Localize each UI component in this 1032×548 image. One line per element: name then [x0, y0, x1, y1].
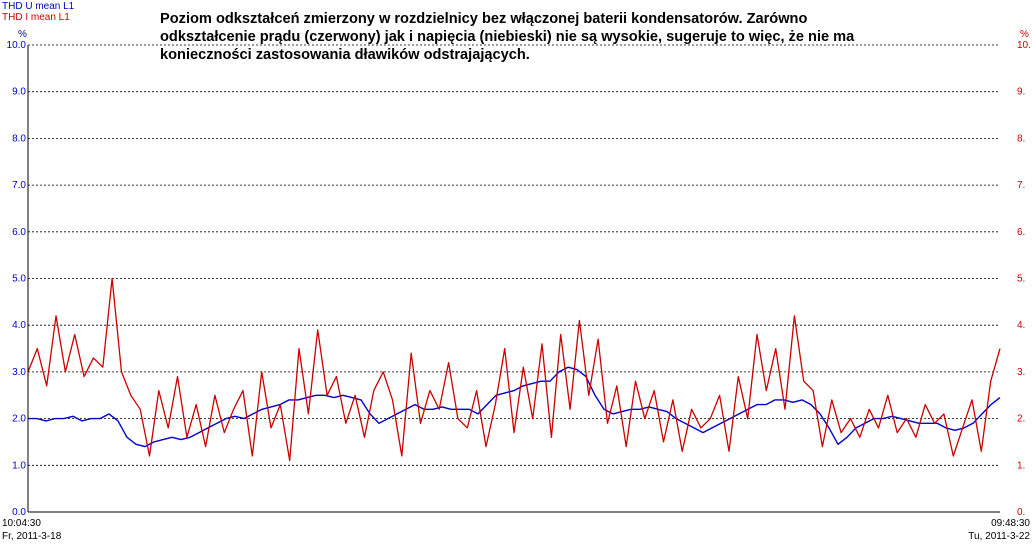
y-tick-label-right: 4. [1017, 320, 1025, 331]
y-tick-label-left: 7.0 [12, 180, 26, 191]
y-tick-label-right: 9. [1017, 87, 1025, 98]
series-line-thd-u [28, 366, 1001, 448]
legend-entry-thd-i: THD I mean L1 [2, 12, 70, 23]
y-tick-label-left: 10.0 [7, 40, 27, 51]
y-tick-label-left: 5.0 [12, 274, 26, 285]
x-start-time: 10:04:30 [2, 518, 41, 529]
series-layer [27, 277, 1001, 462]
y-tick-label-right: 6. [1017, 227, 1025, 238]
y-tick-label-left: 2.0 [12, 414, 26, 425]
y-tick-label-left: 4.0 [12, 320, 26, 331]
y-tick-label-right: 2. [1017, 414, 1025, 425]
grid-lines [28, 91, 1000, 466]
y-tick-label-left: 3.0 [12, 367, 26, 378]
series-line-thd-i [27, 277, 1001, 462]
y-tick-label-right: 3. [1017, 367, 1025, 378]
y-tick-label-right: 1. [1017, 460, 1025, 471]
y-axis-ticks: 0.0 0. 1.0 1. 2.0 2. 3.0 3. 4.0 4. 5.0 5. 6.0 6. 7.0 7.… [7, 29, 1031, 518]
x-end-date: Tu, 2011-3-22 [968, 531, 1030, 542]
chart-title: Poziom odkształceń zmierzony w rozdzieln… [160, 11, 855, 63]
legend-entry-thd-u: THD U mean L1 [2, 1, 75, 12]
y-tick-label-left: 9.0 [12, 87, 26, 98]
plot-frame [27, 44, 1000, 513]
y-axis-unit-left: % [18, 29, 27, 40]
y-tick-label-left: 0.0 [12, 507, 26, 518]
y-tick-label-right: 5. [1017, 274, 1025, 285]
y-tick-label-left: 1.0 [12, 460, 26, 471]
y-tick-label-left: 6.0 [12, 227, 26, 238]
y-tick-label-right: 10. [1017, 40, 1031, 51]
y-tick-label-right: 7. [1017, 180, 1025, 191]
x-start-date: Fr, 2011-3-18 [2, 531, 62, 542]
x-end-time: 09:48:30 [991, 518, 1030, 529]
y-tick-label-right: 0. [1017, 507, 1025, 518]
y-tick-label-left: 8.0 [12, 133, 26, 144]
y-axis-unit-right: % [1020, 29, 1029, 40]
y-tick-label-right: 8. [1017, 133, 1025, 144]
